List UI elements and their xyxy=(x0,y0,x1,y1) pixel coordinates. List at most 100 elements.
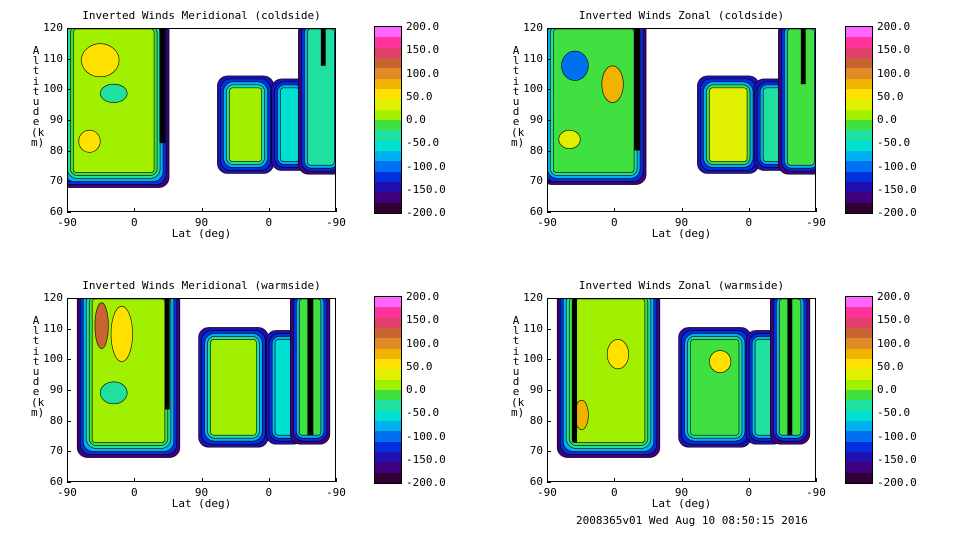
y-axis-label: Altitude (km) xyxy=(511,314,525,419)
y-tick-label: 80 xyxy=(529,413,543,427)
colorbar-label: -50.0 xyxy=(877,406,911,420)
colorbar-segment xyxy=(375,369,401,381)
colorbar-label: 0.0 xyxy=(406,113,426,126)
colorbar-segment xyxy=(846,99,872,111)
colorbar-segment xyxy=(375,120,401,131)
x-tick-mark xyxy=(202,478,203,482)
colorbar-segment xyxy=(846,441,872,453)
colorbar-segment xyxy=(375,109,401,121)
colorbar-segment xyxy=(375,130,401,142)
contour-patch xyxy=(601,65,624,103)
y-tick-mark xyxy=(67,59,71,60)
colorbar-segment xyxy=(375,47,401,59)
colorbar-segment xyxy=(375,462,401,474)
contour-patch xyxy=(709,350,732,373)
footer-timestamp: 2008365v01 Wed Aug 10 08:50:15 2016 xyxy=(576,514,808,527)
colorbar-label: -50.0 xyxy=(406,136,440,150)
x-axis-label: Lat (deg) xyxy=(651,227,712,240)
y-tick-mark xyxy=(67,181,71,182)
colorbar-segment xyxy=(375,161,401,173)
colorbar-segment xyxy=(375,421,401,432)
colorbar-label: -200.0 xyxy=(406,476,446,489)
colorbar-label: 50.0 xyxy=(406,359,433,373)
y-tick-mark xyxy=(547,89,551,90)
chart-title: Inverted Winds Meridional (warmside) xyxy=(82,279,321,292)
y-tick-mark xyxy=(67,451,71,452)
x-tick-mark xyxy=(614,208,615,212)
colorbar-label: -150.0 xyxy=(877,452,917,466)
x-tick-label: 0 xyxy=(130,216,138,229)
y-tick-label: 90 xyxy=(529,383,543,396)
y-tick-label: 80 xyxy=(49,413,63,427)
y-tick-mark xyxy=(547,28,551,29)
chart-title: Inverted Winds Meridional (coldside) xyxy=(82,9,321,22)
colorbar-label: 150.0 xyxy=(877,43,911,57)
y-tick-label: 60 xyxy=(49,475,63,488)
colorbar-label: 200.0 xyxy=(406,20,440,33)
x-tick-mark xyxy=(134,208,135,212)
y-tick-mark xyxy=(67,151,71,152)
colorbar-segment xyxy=(375,348,401,360)
x-tick-label: 90 xyxy=(194,216,209,229)
x-tick-mark xyxy=(547,208,548,212)
colorbar-segment xyxy=(846,171,872,183)
colorbar-label: 200.0 xyxy=(406,290,440,303)
colorbar-segment xyxy=(846,192,872,204)
contour-field xyxy=(548,29,815,185)
x-tick-mark xyxy=(749,478,750,482)
colorbar-segment xyxy=(846,472,872,484)
colorbar-label: 50.0 xyxy=(406,89,433,103)
x-tick-mark xyxy=(547,478,548,482)
x-tick-label: 0 xyxy=(745,486,753,499)
x-tick-mark xyxy=(269,478,270,482)
colorbar-segment xyxy=(846,359,872,370)
colorbar-label: 150.0 xyxy=(406,43,440,57)
y-tick-mark xyxy=(547,482,551,483)
y-tick-label: 80 xyxy=(529,143,543,157)
colorbar-segment xyxy=(375,89,401,100)
colorbar-label: -150.0 xyxy=(406,452,446,466)
colorbar xyxy=(845,26,873,214)
colorbar-label: -150.0 xyxy=(877,182,917,196)
data-edge-strip xyxy=(787,299,793,436)
x-tick-label: 90 xyxy=(194,486,209,499)
data-edge-strip xyxy=(164,299,170,410)
colorbar-label: 0.0 xyxy=(877,113,897,126)
colorbar-label: -200.0 xyxy=(877,476,917,489)
y-tick-mark xyxy=(547,421,551,422)
x-tick-mark xyxy=(682,208,683,212)
colorbar-segment xyxy=(846,89,872,100)
contour-core xyxy=(787,29,815,166)
y-tick-mark xyxy=(67,120,71,121)
x-tick-label: -90 xyxy=(537,486,557,499)
x-tick-label: 0 xyxy=(745,216,753,229)
y-tick-mark xyxy=(547,298,551,299)
y-tick-label: 120 xyxy=(523,291,543,304)
x-tick-mark xyxy=(202,208,203,212)
y-tick-label: 100 xyxy=(523,82,543,96)
colorbar-segment xyxy=(846,109,872,121)
colorbar xyxy=(845,296,873,484)
colorbar-label: 100.0 xyxy=(877,336,911,350)
data-edge-strip xyxy=(307,299,314,436)
colorbar-segment xyxy=(846,338,872,350)
y-tick-label: 90 xyxy=(49,113,63,126)
contour-field xyxy=(68,29,335,188)
colorbar-segment xyxy=(375,297,401,308)
x-tick-mark xyxy=(682,478,683,482)
data-edge-strip xyxy=(572,299,578,443)
colorbar-label: 200.0 xyxy=(877,290,911,303)
colorbar-segment xyxy=(846,307,872,319)
colorbar-segment xyxy=(846,130,872,142)
colorbar-segment xyxy=(846,47,872,59)
colorbar-segment xyxy=(846,78,872,90)
chart-title: Inverted Winds Zonal (coldside) xyxy=(578,9,785,22)
contour-plot-area xyxy=(67,298,336,482)
y-tick-mark xyxy=(547,59,551,60)
contour-field xyxy=(76,299,331,458)
colorbar-segment xyxy=(375,379,401,391)
colorbar-segment xyxy=(375,58,401,69)
y-tick-mark xyxy=(547,451,551,452)
contour-patch xyxy=(561,50,589,81)
y-axis-label: Altitude (km) xyxy=(31,314,45,419)
